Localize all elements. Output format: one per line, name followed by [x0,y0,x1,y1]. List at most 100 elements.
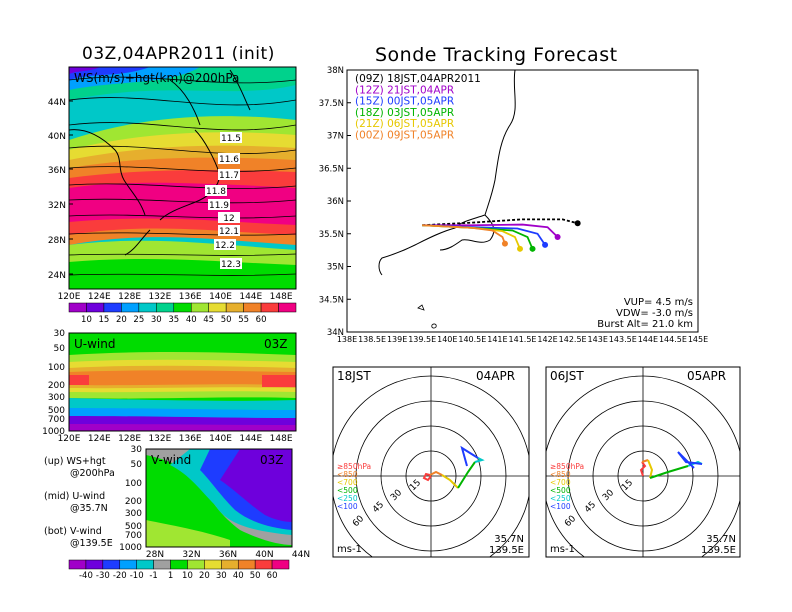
uwind-lon-tick: 140E [209,434,232,444]
ws-contour-label: 12.3 [221,260,241,270]
track-lon-tick: 144E [638,335,658,344]
vwind-pressure-tick: 30 [131,445,143,455]
ws-colorbar-swatch [156,302,175,313]
ws-colorbar-swatch [260,302,279,313]
ws-contour-label-bg [220,258,242,269]
vwind-colorbar-tick: 50 [250,571,261,581]
track-lon-tick: 142E [537,335,557,344]
track-endpoint [574,220,581,227]
ws-lon-tick-label: 144E [239,292,262,302]
uwind-lon-tick: 144E [239,434,262,444]
track-endpoint [542,241,549,248]
hodo-level-label: <500 [550,486,571,495]
hodo1-trace-low [422,472,432,482]
track-series [422,218,581,252]
note-up-level: @200hPa [70,468,115,479]
hodo1-trace-250 [474,457,485,463]
vwind-colorbar-swatch [254,559,273,570]
vwind-colorbar-swatch [102,559,121,570]
note-up: (up) WS+hgt [44,456,106,467]
uwind-lon-tick: 124E [88,434,111,444]
ws-colorbar-swatch [243,302,262,313]
ws-contour-label-bg [205,185,227,196]
hodo-level-label: <250 [337,494,358,503]
hodo2-date: 05APR [687,369,726,383]
track-lat-tick: 37N [327,132,344,142]
vwind-colorbar-swatch [237,559,256,570]
hodo-level-label: <500 [337,486,358,495]
vwind-colorbar-tick: 1 [168,571,173,581]
hodo-level-label: <700 [550,478,571,487]
vwind-lat-ticks: 28N 32N 36N 40N 44N [146,550,310,560]
ws-colorbar-tick: 60 [256,315,267,325]
ws-lon-tick-label: 148E [270,292,293,302]
hodo2-loc-lat: 35.7N [706,534,736,545]
track-legend: (09Z) 18JST,04APR2011(12Z) 21JST,04APR(1… [355,73,481,142]
ws-contour-label: 12.1 [219,227,239,237]
ws-contour-label-bg [208,199,230,210]
hodo-level-label: <100 [550,502,571,511]
track-lat-tick: 34.5N [319,295,344,305]
track-lon-tick: 140.5E [458,335,486,344]
ws-contour-label-bg [218,153,240,164]
track-lon-tick: 142.5E [559,335,587,344]
note-mid-level: @35.7N [70,503,108,514]
vwind-lat-tick: 44N [292,550,310,560]
track-lon-tick: 138.5E [358,335,386,344]
ws-contour-labels: 11.5 11.6 11.7 11.8 11.9 12 12.1 12.2 12.3 [205,132,242,270]
ws-colorbar-swatch [173,302,192,313]
track-legend-entry: (09Z) 18JST,04APR2011 [355,73,481,85]
ws-colorbar-swatch [208,302,227,313]
ws-colorbar-tick: 20 [116,315,127,325]
ws-contour-label-bg [218,169,240,180]
hodo-level-label: <250 [550,494,571,503]
track-legend-entry: (15Z) 00JST,05APR [355,96,454,108]
vwind-colorbar-swatch [187,559,205,570]
track-lon-tick: 145E [688,335,708,344]
hodo-level-label: ≥850hPa [550,462,584,471]
vwind-colorbar-swatch [153,559,171,570]
track-lat-tick: 35N [327,263,344,273]
ws-colorbar-swatch [103,302,122,313]
vwind-colorbar-swatch [119,559,137,570]
ws-lat-tick-label: 44N [48,98,66,108]
note-bot: (bot) V-wind [44,526,102,537]
hodo-level-label: ≥850hPa [337,462,371,471]
ws-lon-tick-label: 132E [148,292,171,302]
vwind-colorbar-tick: 40 [233,571,244,581]
vwind-colorbar-tick: -10 [130,571,144,581]
track-endpoint [554,234,561,241]
param-vdw: VDW= -3.0 m/s [616,308,693,319]
vwind-label: V-wind [151,453,191,467]
hodo1-level-legend: ≥850hPa<850<700<500<250<100 [337,462,371,511]
uwind-lon-tick: 120E [58,434,81,444]
vwind-lat-tick: 40N [255,550,273,560]
vwind-colorbar-swatch [85,559,104,570]
vwind-time: 03Z [260,453,284,467]
ws-colorbar-tick: 10 [81,315,92,325]
track-lon-tick: 140E [437,335,457,344]
track-legend-entry: (18Z) 03JST,05APR [355,107,454,119]
track-lon-ticks: 138E 138.5E 139E 139.5E 140E 140.5E 141E 141.5E… [337,335,708,344]
vwind-heatmap [146,449,292,547]
track-lon-tick: 141.5E [509,335,537,344]
ws-colorbar-tick: 40 [186,315,197,325]
ws-contour-label: 11.6 [219,155,239,165]
ws-colorbar-tick: 55 [238,315,249,325]
hodo2-trace-500 [649,465,689,479]
ws-colorbar-tick: 50 [221,315,232,325]
hodo-level-label: <700 [337,478,358,487]
hodo2-level-legend: ≥850hPa<850<700<500<250<100 [550,462,584,511]
track-line [422,224,506,244]
hodo2-trace-850 [641,459,649,463]
param-burst: Burst Alt= 21.0 km [597,319,693,330]
vwind-pressure-tick: 200 [125,497,142,507]
ws-lon-tick-label: 124E [88,292,111,302]
vwind-colorbar-swatch [170,559,188,570]
vwind-colorbar-tick: -30 [96,571,110,581]
hodo1-unit: ms-1 [337,544,362,555]
ws-lat-tick-label: 32N [48,201,66,211]
vwind-colorbar-swatch [271,559,290,570]
track-legend-entry: (12Z) 21JST,04APR [355,84,454,96]
